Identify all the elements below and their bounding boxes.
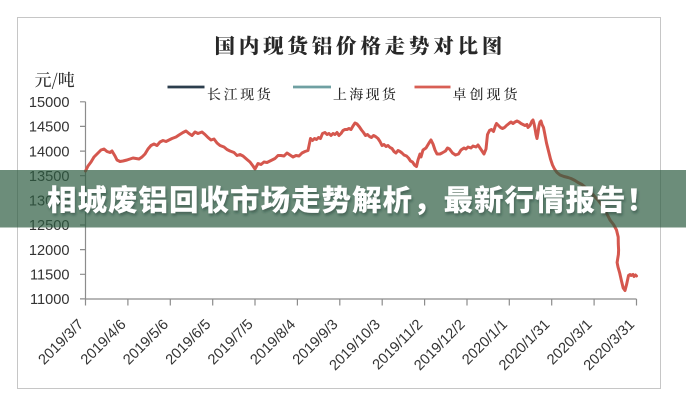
svg-text:14500: 14500 bbox=[29, 120, 70, 136]
svg-text:11500: 11500 bbox=[30, 268, 70, 284]
svg-text:12000: 12000 bbox=[29, 243, 70, 259]
svg-text:14000: 14000 bbox=[29, 144, 70, 160]
svg-text:15000: 15000 bbox=[29, 95, 70, 111]
svg-text:11000: 11000 bbox=[30, 292, 70, 308]
